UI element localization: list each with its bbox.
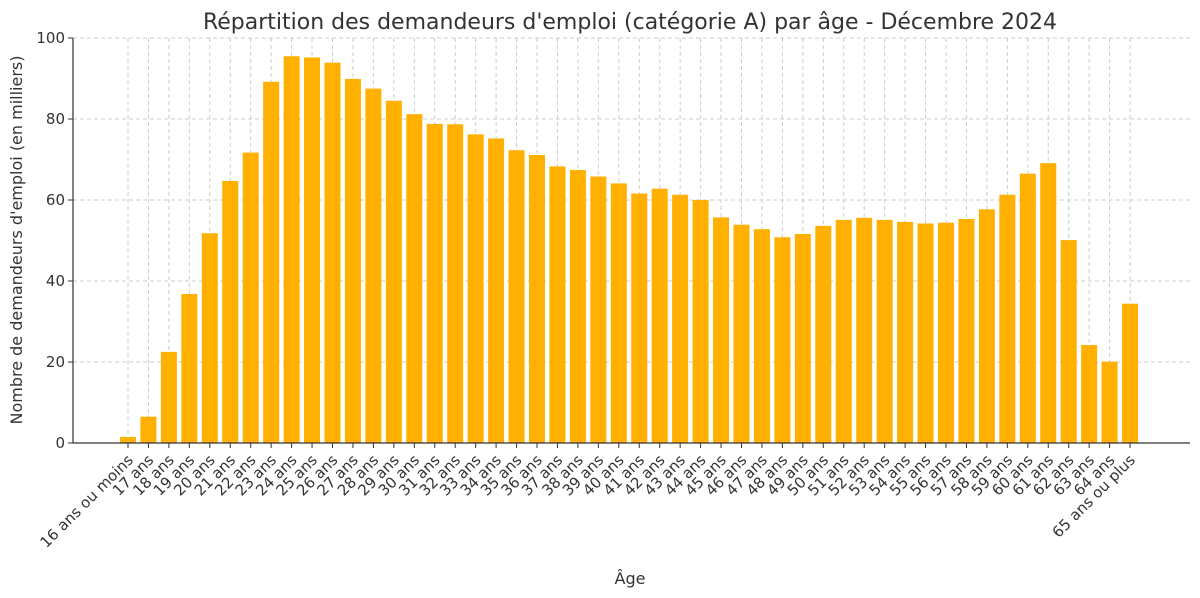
bar bbox=[753, 229, 770, 443]
bar bbox=[242, 152, 259, 444]
bar bbox=[508, 150, 525, 443]
y-tick-label: 100 bbox=[36, 29, 65, 47]
axes bbox=[72, 38, 1190, 444]
y-tick-label: 80 bbox=[46, 110, 65, 128]
bar bbox=[529, 155, 545, 444]
bar bbox=[1122, 303, 1139, 443]
bar bbox=[651, 188, 668, 443]
x-axis-label: Âge bbox=[615, 569, 646, 588]
bar bbox=[897, 221, 914, 443]
bar bbox=[304, 57, 321, 443]
bar bbox=[672, 194, 689, 443]
bar bbox=[692, 200, 709, 443]
bar bbox=[774, 237, 791, 443]
bar bbox=[488, 138, 505, 443]
bar bbox=[549, 166, 566, 443]
bar bbox=[938, 222, 954, 443]
bar bbox=[794, 234, 811, 443]
bar bbox=[610, 183, 627, 443]
bar bbox=[917, 223, 934, 443]
bar bbox=[815, 225, 832, 443]
bar bbox=[1101, 361, 1118, 443]
bar bbox=[835, 219, 852, 443]
x-tick-label: 16 ans ou moins bbox=[37, 451, 137, 551]
bar bbox=[569, 170, 586, 443]
y-tick-label: 40 bbox=[46, 272, 65, 290]
bar bbox=[631, 193, 648, 443]
bar bbox=[590, 176, 607, 443]
y-tick-label: 60 bbox=[46, 191, 65, 209]
bar bbox=[406, 114, 423, 443]
bar bbox=[856, 217, 873, 443]
chart-title: Répartition des demandeurs d'emploi (cat… bbox=[203, 10, 1057, 35]
y-tick-label: 20 bbox=[46, 353, 65, 371]
bar bbox=[467, 134, 484, 443]
bar bbox=[201, 233, 218, 443]
bar bbox=[222, 180, 239, 443]
bar bbox=[978, 209, 995, 443]
bar bbox=[447, 124, 464, 443]
bar bbox=[120, 436, 136, 443]
bar bbox=[263, 81, 280, 444]
bar bbox=[181, 293, 198, 443]
bar bbox=[1019, 173, 1036, 444]
bar bbox=[324, 62, 341, 444]
y-tick-label: 0 bbox=[55, 434, 65, 452]
y-axis-label: Nombre de demandeurs d'emploi (en millie… bbox=[7, 56, 26, 425]
bar bbox=[999, 194, 1016, 443]
bar bbox=[876, 219, 893, 443]
bars bbox=[120, 56, 1139, 444]
bar bbox=[1040, 163, 1057, 443]
y-ticks: 0 20 40 60 80 100 bbox=[36, 29, 73, 452]
bar bbox=[426, 123, 443, 444]
bar bbox=[1060, 240, 1077, 443]
bar bbox=[283, 56, 300, 443]
bar bbox=[733, 224, 750, 443]
bar bbox=[344, 78, 361, 443]
bar bbox=[140, 416, 157, 443]
bar bbox=[1081, 344, 1098, 443]
bar bbox=[160, 351, 177, 443]
bar bbox=[958, 219, 975, 443]
bar bbox=[385, 100, 402, 444]
bar bbox=[713, 217, 730, 443]
bar bbox=[365, 88, 382, 443]
